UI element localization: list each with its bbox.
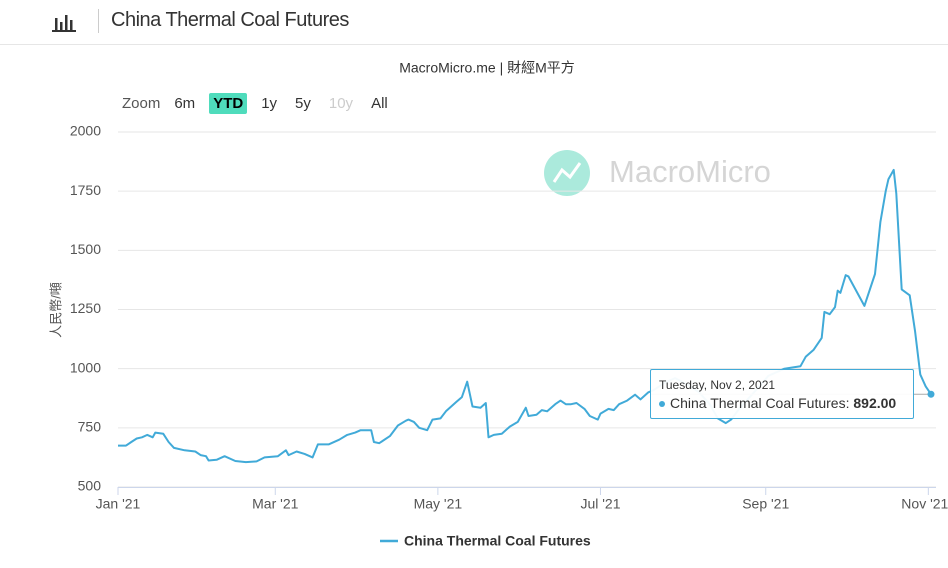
zoom-button[interactable]: YTD — [209, 93, 248, 114]
x-tick-label: Jul '21 — [580, 496, 620, 512]
y-axis-label: 人民幣/噸 — [48, 282, 63, 338]
zoom-bar: Zoom 6m YTD 1y 5y 10y All — [118, 93, 402, 114]
zoom-label: Zoom — [122, 95, 161, 112]
y-tick-label: 1750 — [70, 182, 101, 198]
y-tick-label: 1000 — [70, 359, 101, 375]
tooltip-value: 892.00 — [853, 395, 897, 411]
zoom-button[interactable]: 1y — [261, 95, 278, 112]
y-tick-label: 500 — [78, 478, 102, 494]
y-tick-label: 750 — [78, 419, 102, 435]
watermark: MacroMicro — [544, 150, 771, 196]
y-tick-label: 2000 — [70, 123, 101, 139]
x-tick-label: May '21 — [414, 496, 463, 512]
tooltip-date: Tuesday, Nov 2, 2021 — [659, 378, 776, 392]
legend-label: China Thermal Coal Futures — [404, 533, 591, 549]
header: China Thermal Coal Futures — [0, 0, 948, 45]
y-tick-label: 1250 — [70, 300, 101, 316]
x-tick-label: Sep '21 — [742, 496, 789, 512]
zoom-button[interactable]: 10y — [328, 95, 354, 112]
x-tick-label: Nov '21 — [901, 496, 948, 512]
chart-subtitle: MacroMicro.me | 財經M平方 — [399, 60, 575, 76]
zoom-button[interactable]: All — [371, 95, 388, 112]
hover-point — [927, 390, 935, 398]
tooltip-series: China Thermal Coal Futures — [670, 395, 850, 411]
x-tick-label: Jan '21 — [96, 496, 141, 512]
tooltip: Tuesday, Nov 2, 2021 China Thermal Coal … — [650, 369, 914, 419]
x-tick-label: Mar '21 — [252, 496, 298, 512]
legend-item: China Thermal Coal Futures — [380, 533, 591, 549]
zoom-button[interactable]: 6m — [174, 95, 196, 112]
page-title: China Thermal Coal Futures — [111, 9, 349, 31]
watermark-text: MacroMicro — [609, 154, 771, 189]
y-tick-label: 1500 — [70, 241, 101, 257]
chart-icon — [52, 15, 76, 32]
zoom-button[interactable]: 5y — [295, 95, 311, 112]
